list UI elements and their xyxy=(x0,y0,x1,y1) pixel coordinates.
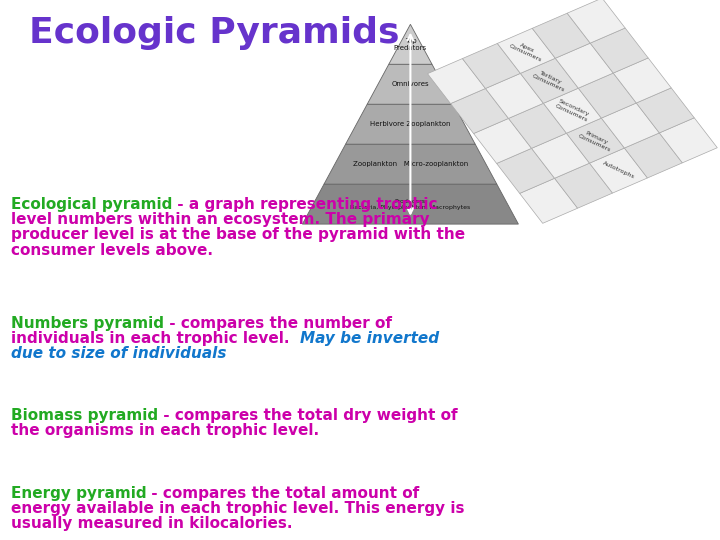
Text: Secondary
Consumers: Secondary Consumers xyxy=(554,98,590,123)
Text: Autotrophs: Autotrophs xyxy=(602,161,635,180)
Text: Apex
Consumers: Apex Consumers xyxy=(508,38,544,63)
Polygon shape xyxy=(367,64,454,104)
Text: usually measured in kilocalories.: usually measured in kilocalories. xyxy=(11,516,292,531)
Polygon shape xyxy=(497,148,554,193)
Polygon shape xyxy=(302,184,518,224)
Polygon shape xyxy=(532,13,590,58)
Polygon shape xyxy=(485,73,544,118)
Text: Primary
Consumers: Primary Consumers xyxy=(577,129,613,153)
Polygon shape xyxy=(508,103,567,148)
Text: Ecologic Pyramids: Ecologic Pyramids xyxy=(29,16,400,50)
Text: Zooplankton   Micro-zooplankton: Zooplankton Micro-zooplankton xyxy=(353,161,468,167)
Text: - a graph representing trophic: - a graph representing trophic xyxy=(172,197,438,212)
Text: Numbers pyramid: Numbers pyramid xyxy=(11,316,164,331)
Text: individuals in each trophic level.: individuals in each trophic level. xyxy=(11,331,300,346)
Polygon shape xyxy=(601,103,660,148)
Polygon shape xyxy=(498,28,555,73)
Polygon shape xyxy=(624,133,683,178)
Text: Omnivores: Omnivores xyxy=(392,81,429,87)
Polygon shape xyxy=(636,88,694,133)
Polygon shape xyxy=(660,118,717,163)
Polygon shape xyxy=(544,88,601,133)
Text: Energy pyramid: Energy pyramid xyxy=(11,486,146,501)
Polygon shape xyxy=(567,0,625,43)
Text: Ecological pyramid: Ecological pyramid xyxy=(11,197,172,212)
Polygon shape xyxy=(324,144,497,184)
Polygon shape xyxy=(555,43,613,88)
Text: the organisms in each trophic level.: the organisms in each trophic level. xyxy=(11,423,319,438)
Polygon shape xyxy=(346,104,475,144)
Polygon shape xyxy=(389,24,432,64)
Polygon shape xyxy=(531,133,590,178)
Text: Producers
Bacteria, Phytoplankton, Macrophytes: Producers Bacteria, Phytoplankton, Macro… xyxy=(350,199,471,210)
Polygon shape xyxy=(554,163,613,208)
Text: - compares the total amount of: - compares the total amount of xyxy=(146,486,420,501)
Text: due to size of individuals: due to size of individuals xyxy=(11,346,226,361)
Polygon shape xyxy=(590,28,648,73)
Text: consumer levels above.: consumer levels above. xyxy=(11,242,213,258)
Polygon shape xyxy=(428,58,485,104)
Polygon shape xyxy=(474,118,531,164)
Text: May be inverted: May be inverted xyxy=(300,331,439,346)
Text: producer level is at the base of the pyramid with the: producer level is at the base of the pyr… xyxy=(11,227,465,242)
Polygon shape xyxy=(567,118,624,163)
Polygon shape xyxy=(521,58,578,103)
Polygon shape xyxy=(520,178,577,224)
Text: level numbers within an ecosystem. The primary: level numbers within an ecosystem. The p… xyxy=(11,212,429,227)
Polygon shape xyxy=(613,58,671,103)
Text: - compares the total dry weight of: - compares the total dry weight of xyxy=(158,408,457,423)
Text: Herbivore Zooplankton: Herbivore Zooplankton xyxy=(370,121,451,127)
Polygon shape xyxy=(578,73,636,118)
Text: energy available in each trophic level. This energy is: energy available in each trophic level. … xyxy=(11,501,464,516)
Text: Tertiary
Consumers: Tertiary Consumers xyxy=(531,69,567,93)
Polygon shape xyxy=(590,148,647,193)
Text: Biomass pyramid: Biomass pyramid xyxy=(11,408,158,423)
Polygon shape xyxy=(462,43,521,89)
Text: - compares the number of: - compares the number of xyxy=(163,316,392,331)
Text: Top
Predators: Top Predators xyxy=(394,38,427,51)
Polygon shape xyxy=(451,89,508,133)
